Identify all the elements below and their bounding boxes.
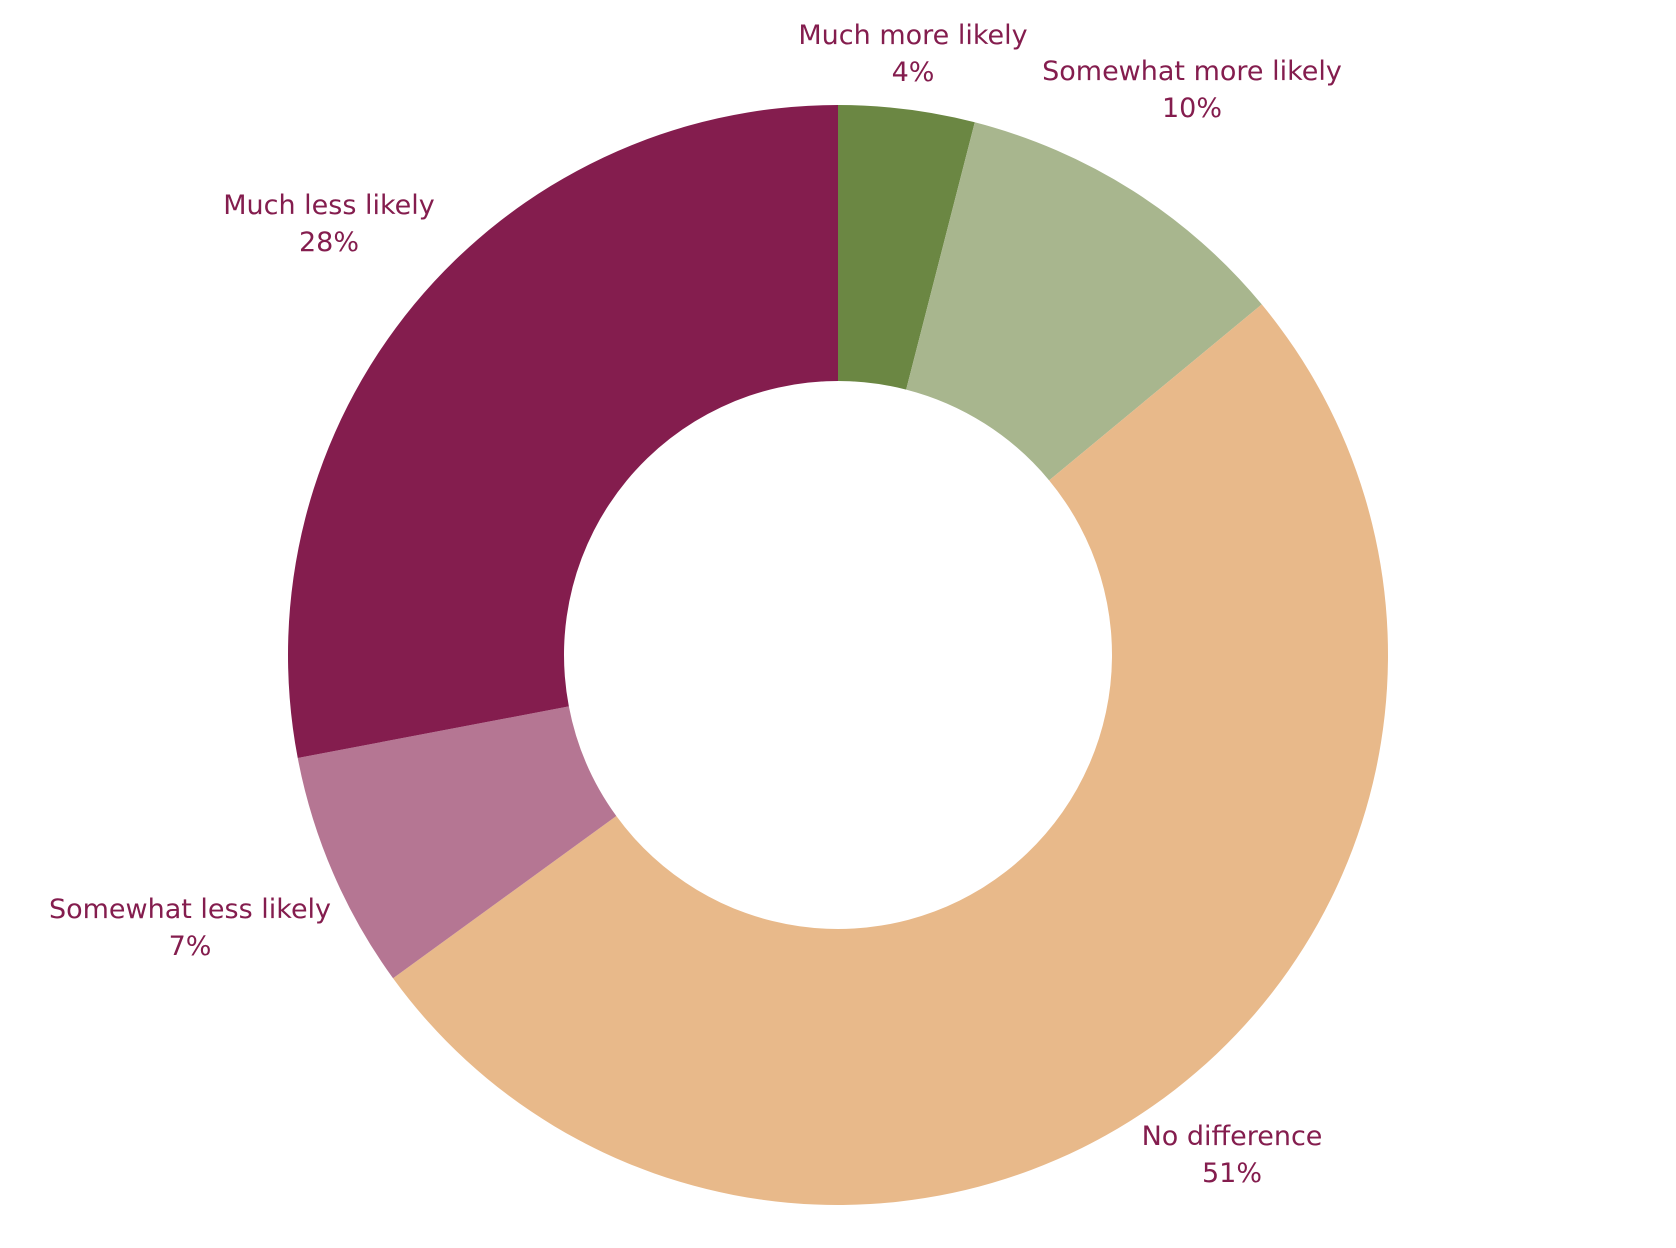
slice-label-much-more-likely: Much more likely 4% bbox=[798, 20, 1027, 88]
slice-label-much-less-likely: Much less likely 28% bbox=[223, 190, 435, 258]
slice-somewhat-less-likely bbox=[297, 706, 617, 979]
slice-much-more-likely bbox=[838, 105, 975, 390]
slice-category-label: Somewhat more likely bbox=[1042, 56, 1342, 87]
slice-category-label: Somewhat less likely bbox=[49, 894, 331, 925]
slice-no-difference bbox=[393, 304, 1389, 1206]
slice-category-label: Much more likely bbox=[798, 20, 1027, 51]
slice-category-label: Much less likely bbox=[223, 190, 435, 221]
slice-value-label: 51% bbox=[1202, 1158, 1262, 1189]
slice-value-label: 4% bbox=[892, 57, 935, 88]
slice-value-label: 7% bbox=[169, 931, 212, 962]
slice-label-somewhat-less-likely: Somewhat less likely 7% bbox=[49, 894, 331, 962]
slice-value-label: 28% bbox=[299, 227, 359, 258]
labels-layer: Much more likely 4% Somewhat more likely 10… bbox=[49, 20, 1342, 1189]
slice-label-somewhat-more-likely: Somewhat more likely 10% bbox=[1042, 56, 1342, 124]
slice-value-label: 10% bbox=[1162, 93, 1222, 124]
slices-layer bbox=[287, 105, 1389, 1206]
slice-somewhat-more-likely bbox=[906, 122, 1262, 481]
slice-label-no-difference: No difference 51% bbox=[1142, 1121, 1323, 1189]
slice-category-label: No difference bbox=[1142, 1121, 1323, 1152]
slice-much-less-likely bbox=[287, 105, 838, 759]
